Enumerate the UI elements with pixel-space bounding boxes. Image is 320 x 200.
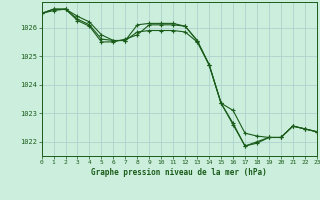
X-axis label: Graphe pression niveau de la mer (hPa): Graphe pression niveau de la mer (hPa)	[91, 168, 267, 177]
